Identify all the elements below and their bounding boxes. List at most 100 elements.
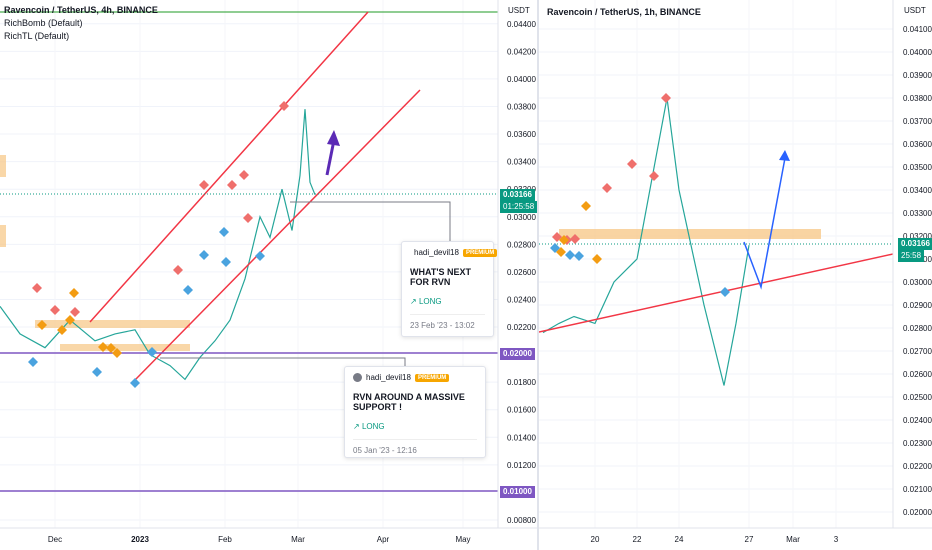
avatar xyxy=(353,373,362,382)
right-price-tick: 0.03600 xyxy=(903,140,932,149)
idea-card-whats-next[interactable]: hadi_devil18 PREMIUM WHAT'S NEXT FOR RVN … xyxy=(401,241,498,337)
arrow-shaft xyxy=(325,139,336,176)
premium-badge: PREMIUM xyxy=(462,248,498,257)
right-zones xyxy=(559,229,821,239)
signal-marker xyxy=(98,342,108,352)
support-zone xyxy=(0,155,6,177)
indicator-richbomb[interactable]: RichBomb (Default) xyxy=(4,18,83,28)
signal-marker xyxy=(221,257,231,267)
right-time-tick: 27 xyxy=(745,535,754,544)
left-price-tick: 0.04000 xyxy=(507,75,536,84)
signal-marker xyxy=(219,227,229,237)
left-time-tick: Mar xyxy=(291,535,305,544)
idea-date: 23 Feb '23 - 13:02 xyxy=(410,321,475,330)
signal-marker xyxy=(550,243,560,253)
left-price-tick: 0.03800 xyxy=(507,102,536,111)
left-price-tick: 0.03400 xyxy=(507,158,536,167)
signal-marker xyxy=(592,254,602,264)
left-axis-unit: USDT xyxy=(508,6,530,15)
left-price-axis[interactable]: 0.04400 0.04200 0.04000 0.03800 0.03600 0.034… xyxy=(497,0,537,550)
right-price-tick: 0.03700 xyxy=(903,117,932,126)
right-price-tick: 0.04100 xyxy=(903,25,932,34)
signal-marker xyxy=(279,101,289,111)
right-axis-unit: USDT xyxy=(904,6,926,15)
right-price-tick: 0.02700 xyxy=(903,347,932,356)
right-price-tick: 0.02200 xyxy=(903,462,932,471)
projection-arrow-head xyxy=(779,150,790,161)
left-price-tick: 0.01800 xyxy=(507,378,536,387)
right-time-tick: 22 xyxy=(633,535,642,544)
signal-marker xyxy=(28,357,38,367)
support-zone xyxy=(35,320,190,328)
right-time-tick: Mar xyxy=(786,535,800,544)
idea-direction-label: LONG xyxy=(361,422,385,431)
right-price-tick: 0.03900 xyxy=(903,71,932,80)
right-price-tick: 0.03200 xyxy=(903,232,932,241)
right-price-tick: 0.03000 xyxy=(903,278,932,287)
left-price-tick: 0.02400 xyxy=(507,295,536,304)
right-time-axis-bg xyxy=(539,528,932,550)
idea-author[interactable]: hadi_devil18 xyxy=(366,373,411,382)
left-price-tick: 0.02200 xyxy=(507,323,536,332)
signal-marker xyxy=(661,93,671,103)
left-signal-markers xyxy=(28,101,289,388)
right-price-tick: 0.02100 xyxy=(903,485,932,494)
right-price-tick: 0.02400 xyxy=(903,416,932,425)
right-price-tick: 0.02000 xyxy=(903,508,932,517)
left-time-tick: Apr xyxy=(377,535,390,544)
right-price-axis[interactable]: 0.04100 0.04000 0.03900 0.03800 0.03700 0.036… xyxy=(892,0,932,550)
left-time-tick: May xyxy=(455,535,470,544)
signal-marker xyxy=(173,265,183,275)
right-price-tick: 0.02800 xyxy=(903,324,932,333)
left-drawings xyxy=(0,11,498,492)
signal-marker xyxy=(570,234,580,244)
left-price-series xyxy=(0,109,316,381)
idea-title[interactable]: RVN AROUND A MASSIVE SUPPORT ! xyxy=(353,392,465,412)
premium-badge: PREMIUM xyxy=(414,373,450,382)
left-price-tick: 0.03600 xyxy=(507,130,536,139)
right-time-tick: 20 xyxy=(591,535,600,544)
left-price-tick: 0.01200 xyxy=(507,461,536,470)
right-price-tick: 0.02300 xyxy=(903,439,932,448)
signal-marker xyxy=(559,235,569,245)
signal-marker xyxy=(239,170,249,180)
ascending-trendline xyxy=(539,253,894,333)
right-plot-bg xyxy=(539,0,893,528)
right-price-tick: 0.02900 xyxy=(903,301,932,310)
signal-marker xyxy=(112,348,122,358)
signal-marker xyxy=(199,180,209,190)
right-price-tick: 0.04000 xyxy=(903,48,932,57)
signal-marker xyxy=(65,315,75,325)
signal-marker xyxy=(57,325,67,335)
idea-title[interactable]: WHAT'S NEXT FOR RVN xyxy=(410,267,471,287)
right-time-tick: 24 xyxy=(675,535,684,544)
idea-card-massive-support[interactable]: hadi_devil18 PREMIUM RVN AROUND A MASSIVE… xyxy=(344,366,486,458)
left-axis-bg xyxy=(498,0,537,550)
idea-author[interactable]: hadi_devil18 xyxy=(414,248,459,257)
support-zone xyxy=(60,344,190,351)
left-zones xyxy=(0,155,190,351)
left-time-tick: 2023 xyxy=(131,535,149,544)
right-price-tick: 0.02500 xyxy=(903,393,932,402)
projection-path xyxy=(743,157,786,290)
resistance-zone xyxy=(559,229,821,239)
signal-marker xyxy=(106,343,116,353)
left-chart-panel[interactable]: 0.04400 0.04200 0.04000 0.03800 0.03600 0.034… xyxy=(0,0,537,550)
signal-marker xyxy=(565,250,575,260)
panel-divider[interactable] xyxy=(537,0,539,550)
right-chart-canvas[interactable]: 0.04100 0.04000 0.03900 0.03800 0.03700 0.036… xyxy=(539,0,932,550)
signal-marker xyxy=(130,378,140,388)
left-price-tick: 0.04400 xyxy=(507,20,536,29)
trend-up-icon: ↗ xyxy=(410,297,417,306)
signal-marker xyxy=(199,250,209,260)
indicator-richtl[interactable]: RichTL (Default) xyxy=(4,31,70,41)
left-time-axis[interactable]: Dec 2023 Feb Mar Apr May xyxy=(0,527,537,550)
signal-marker xyxy=(627,159,637,169)
arrow-up-head xyxy=(327,130,340,146)
right-chart-panel[interactable]: 0.04100 0.04000 0.03900 0.03800 0.03700 0.036… xyxy=(539,0,932,550)
level-badge-0.01: 0.01000 xyxy=(500,486,535,498)
signal-marker xyxy=(602,183,612,193)
right-time-axis[interactable]: 20 22 24 27 Mar 3 xyxy=(539,527,932,550)
right-countdown-badge: 25:58 xyxy=(898,250,925,262)
channel-upper-line xyxy=(89,11,369,323)
